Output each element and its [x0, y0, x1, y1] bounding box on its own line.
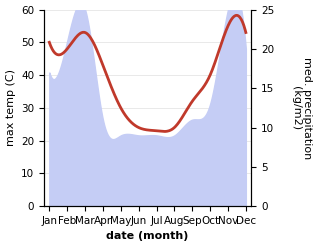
- Y-axis label: med. precipitation
(kg/m2): med. precipitation (kg/m2): [291, 57, 313, 159]
- X-axis label: date (month): date (month): [107, 231, 189, 242]
- Y-axis label: max temp (C): max temp (C): [5, 69, 16, 146]
